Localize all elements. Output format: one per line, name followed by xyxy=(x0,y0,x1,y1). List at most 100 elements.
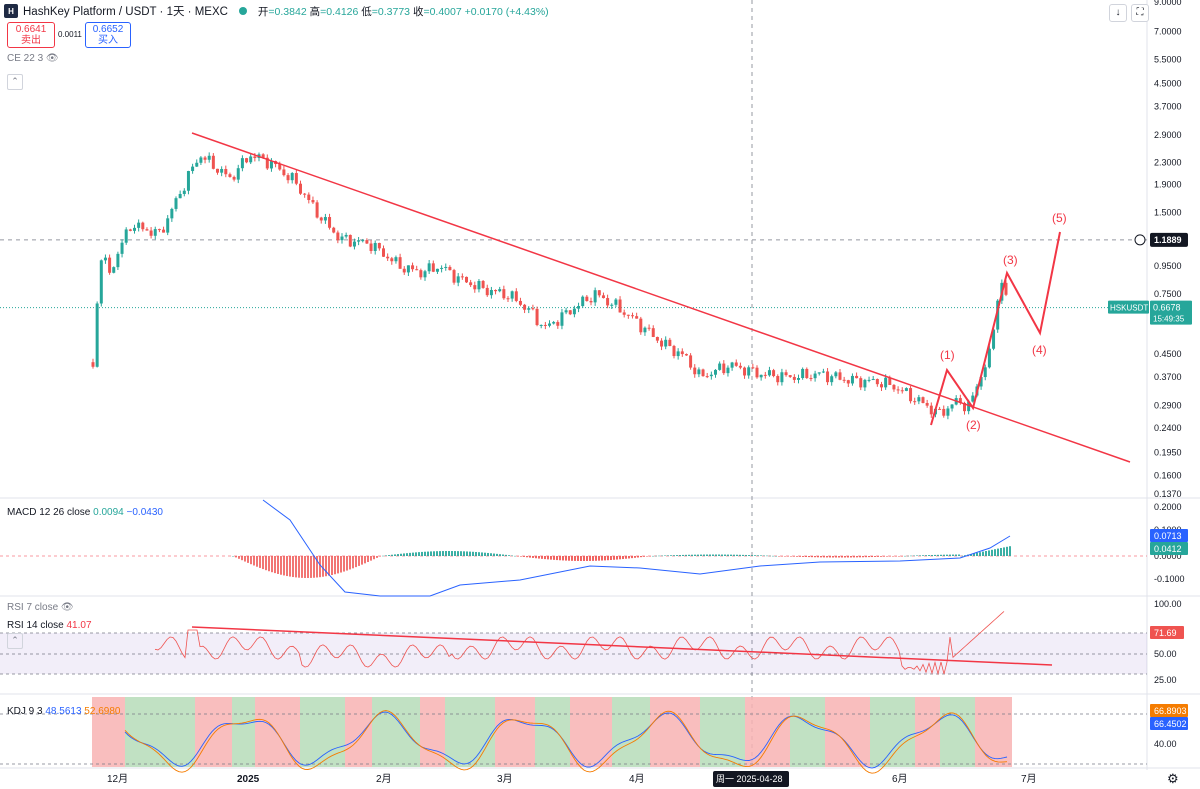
candle-body xyxy=(373,242,377,251)
macd-bar xyxy=(940,554,942,556)
candle-body xyxy=(560,312,564,326)
macd-bar xyxy=(892,556,894,557)
candles xyxy=(91,152,1008,420)
rsi14-legend[interactable]: RSI 14 close 41.07 xyxy=(7,620,92,631)
macd-bar xyxy=(283,556,285,576)
macd-bar xyxy=(832,556,834,558)
candle-body xyxy=(157,229,161,231)
macd-bar xyxy=(349,556,351,570)
macd-bar xyxy=(721,554,723,556)
macd-bar xyxy=(934,554,936,556)
candle-body xyxy=(344,234,348,237)
rsi-value-label: 71.69 xyxy=(1154,628,1177,638)
candle-body xyxy=(469,282,473,286)
macd-bar xyxy=(271,556,273,573)
symbol-title[interactable]: HashKey Platform / USDT · 1天 · MEXC xyxy=(23,6,228,18)
macd-bar xyxy=(823,556,825,558)
collapse-icon[interactable]: ⌃ xyxy=(7,74,23,90)
spread-value: 0.0011 xyxy=(58,30,82,39)
macd-bar xyxy=(601,556,603,561)
rsi7-legend[interactable]: RSI 7 close 👁︎ xyxy=(7,602,74,613)
elliott-wave-path xyxy=(930,231,1061,426)
market-status-icon xyxy=(238,7,247,15)
macd-bar xyxy=(532,556,534,558)
macd-bar xyxy=(613,556,615,560)
macd-bar xyxy=(526,556,528,558)
price-tick-label: 0.9500 xyxy=(1154,261,1182,271)
macd-bar xyxy=(379,556,381,557)
macd-bar xyxy=(508,555,510,556)
candle-body xyxy=(502,289,506,299)
wave-label: (5) xyxy=(1052,211,1067,225)
macd-bar xyxy=(973,553,975,556)
kdj-legend[interactable]: KDJ 9 3 48.5613 52.6980 xyxy=(7,706,121,717)
candle-body xyxy=(99,260,103,304)
macd-bar xyxy=(520,556,522,557)
candle-body xyxy=(352,241,356,247)
macd-bar xyxy=(544,556,546,560)
macd-bar xyxy=(799,556,801,557)
candle-body xyxy=(203,157,207,160)
candle-body xyxy=(564,310,568,313)
candle-body xyxy=(913,401,917,403)
macd-bar xyxy=(976,552,978,556)
macd-bar xyxy=(568,556,570,561)
macd-bar xyxy=(484,552,486,556)
sell-button[interactable]: 0.6641 卖出 xyxy=(7,22,55,48)
candle-body xyxy=(875,379,879,385)
candle-body xyxy=(743,367,747,376)
macd-bar xyxy=(694,554,696,556)
candle-body xyxy=(91,362,95,367)
candle-body xyxy=(900,390,904,392)
settings-gear-icon[interactable]: ⚙ xyxy=(1167,771,1179,786)
candle-body xyxy=(780,372,784,383)
candle-body xyxy=(494,290,498,292)
macd-bar xyxy=(985,551,987,556)
rsi-label-bg xyxy=(1150,626,1184,639)
candle-body xyxy=(174,198,178,209)
candle-body xyxy=(676,351,680,357)
crosshair-date-bg xyxy=(713,771,789,787)
candle-body xyxy=(971,395,975,402)
macd-bar xyxy=(706,554,708,556)
candle-body xyxy=(730,362,734,368)
macd-bar xyxy=(889,556,891,557)
candle-body xyxy=(311,200,315,203)
macd-bar xyxy=(463,551,465,556)
candle-body xyxy=(149,230,153,236)
macd-bar xyxy=(658,555,660,557)
signal-label-bg xyxy=(1150,542,1188,555)
macd-bar xyxy=(811,556,813,558)
candle-body xyxy=(597,290,601,296)
download-icon[interactable]: ↓ xyxy=(1109,4,1127,22)
macd-bar xyxy=(505,554,507,556)
macd-bar xyxy=(928,555,930,556)
macd-legend[interactable]: MACD 12 26 close 0.0094 −0.0430 xyxy=(7,507,163,518)
last-price-label-bg xyxy=(1150,300,1192,325)
candle-body xyxy=(589,301,593,303)
fullscreen-icon[interactable]: ⛶ xyxy=(1131,4,1149,22)
macd-bar xyxy=(742,554,744,556)
macd-bar xyxy=(364,556,366,564)
collapse-icon[interactable]: ⌃ xyxy=(7,633,23,649)
candle-body xyxy=(572,308,576,315)
candle-body xyxy=(120,242,124,254)
macd-bar xyxy=(589,556,591,561)
candle-body xyxy=(531,308,535,310)
buy-button[interactable]: 0.6652 买入 xyxy=(85,22,131,48)
candle-body xyxy=(801,368,805,379)
candle-body xyxy=(855,375,859,379)
candle-body xyxy=(672,345,676,357)
countdown-label: 15:49:35 xyxy=(1153,315,1185,324)
macd-bar xyxy=(274,556,276,574)
macd-bar xyxy=(991,549,993,556)
candle-body xyxy=(1004,282,1008,295)
ce-indicator-label[interactable]: CE 22 3 👁︎ xyxy=(7,53,59,64)
candle-body xyxy=(290,173,294,181)
macd-bar xyxy=(469,551,471,556)
candle-body xyxy=(834,372,838,377)
candle-body xyxy=(763,374,767,376)
candle-body xyxy=(440,267,444,269)
candle-body xyxy=(626,314,630,316)
